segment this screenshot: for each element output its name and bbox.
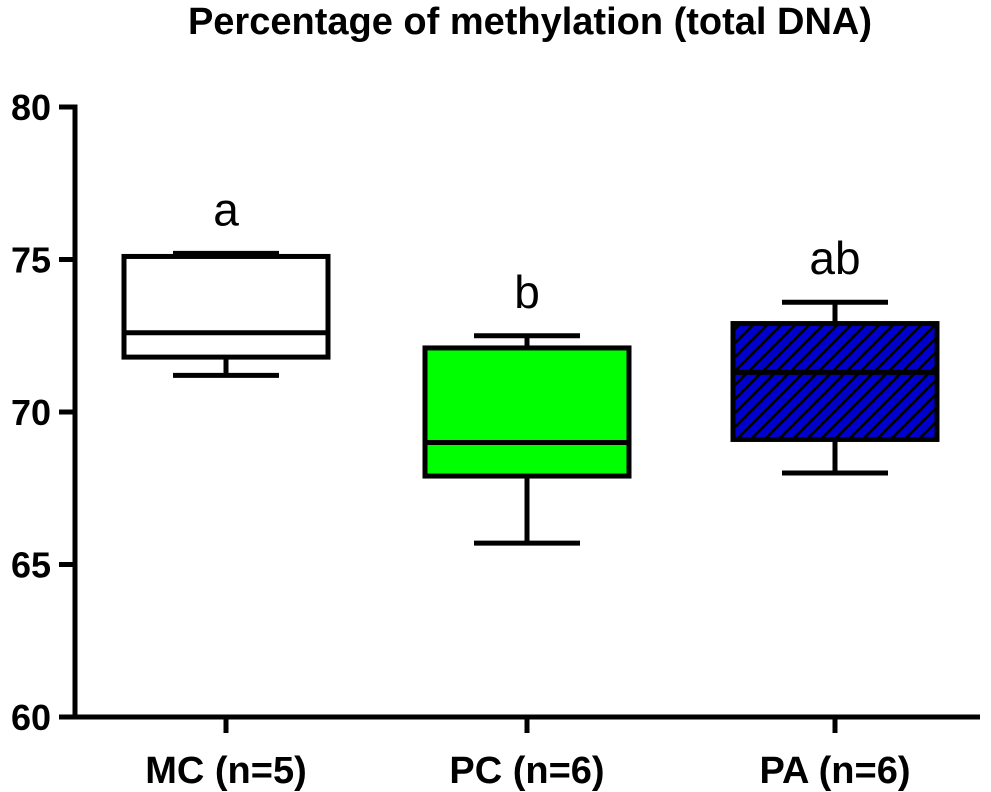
box-group: b xyxy=(422,266,632,546)
significance-label: a xyxy=(213,183,239,235)
box-iqr xyxy=(730,321,940,442)
y-tick-label: 70 xyxy=(11,392,51,433)
chart-title: Percentage of methylation (total DNA) xyxy=(188,1,872,43)
y-tick-label: 80 xyxy=(11,87,51,128)
box-group: a xyxy=(121,183,331,378)
x-tick-label: PC (n=6) xyxy=(449,750,604,792)
box-iqr xyxy=(121,253,331,360)
y-tick-label: 65 xyxy=(11,545,51,586)
box-group: ab xyxy=(730,232,940,476)
y-tick-label: 75 xyxy=(11,240,51,281)
x-tick-label: PA (n=6) xyxy=(760,750,911,792)
x-tick-label: MC (n=5) xyxy=(145,750,307,792)
box-iqr xyxy=(422,345,632,479)
axes: 60 65 70 75 80 MC (n=5) PC (n=6) PA (n=6) xyxy=(11,87,980,792)
y-tick-label: 60 xyxy=(11,697,51,738)
significance-label: ab xyxy=(809,232,860,284)
significance-label: b xyxy=(514,266,540,318)
